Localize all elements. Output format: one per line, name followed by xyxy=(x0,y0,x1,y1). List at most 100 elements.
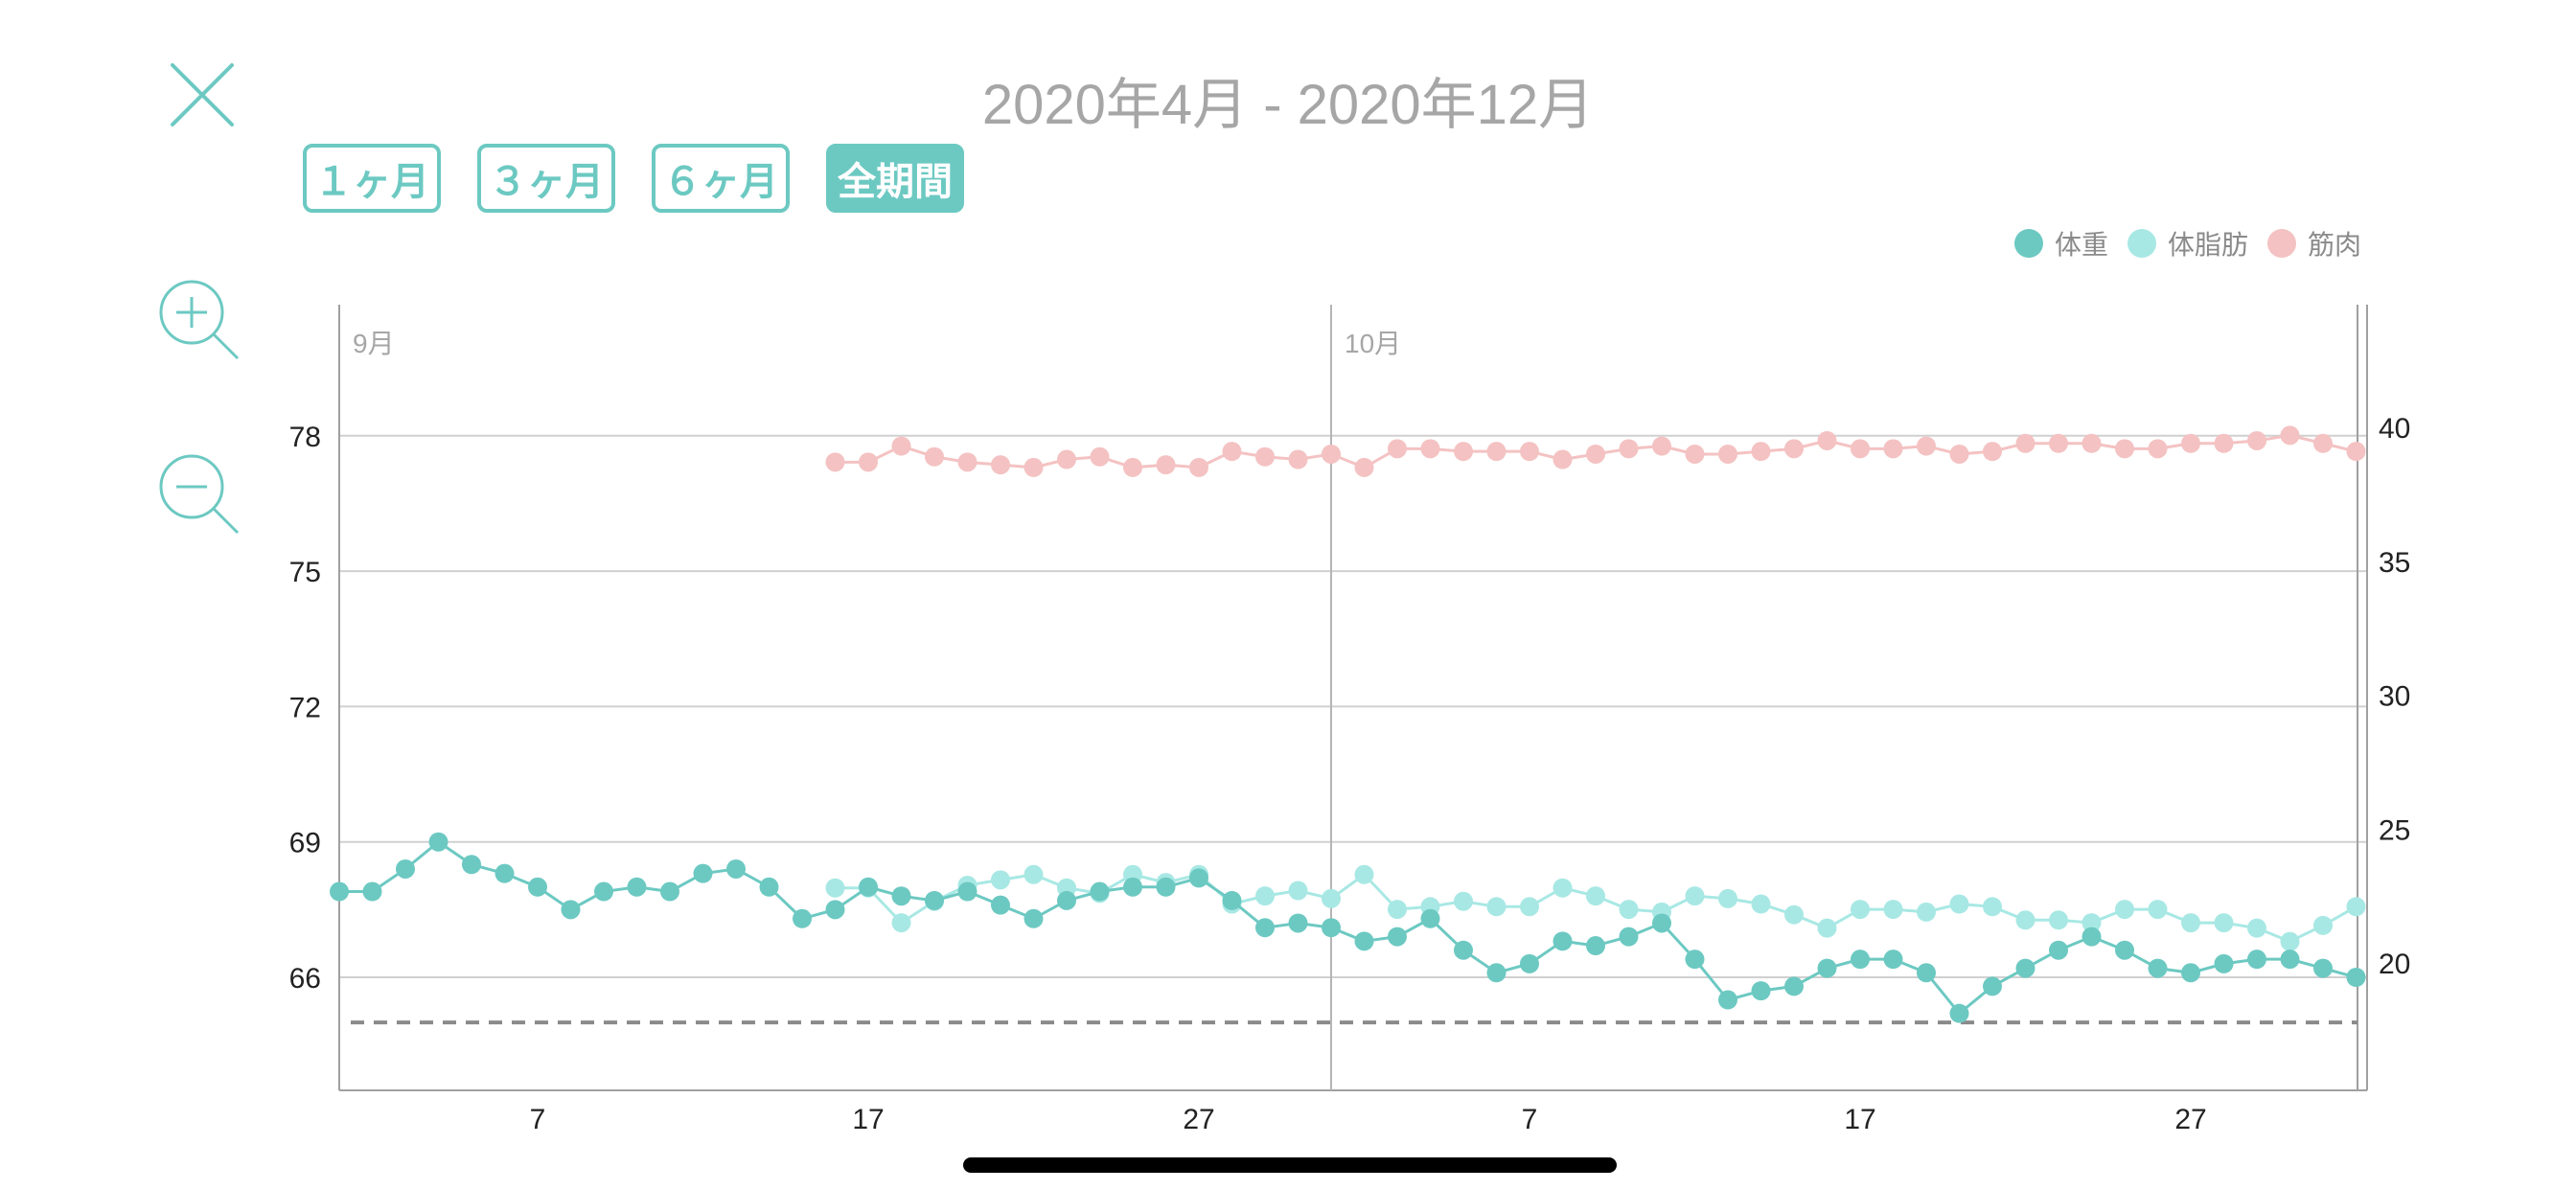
tab-3-months[interactable]: ３ヶ月 xyxy=(477,144,615,213)
data-point-weight xyxy=(660,881,679,902)
data-point-weight xyxy=(1255,918,1275,938)
data-point-muscle xyxy=(957,452,978,472)
data-point-muscle xyxy=(2181,433,2200,453)
y-axis-left-tick: 66 xyxy=(289,963,321,995)
data-point-weight xyxy=(1189,868,1208,888)
data-point-weight xyxy=(726,858,746,879)
month-label: 9月 xyxy=(353,329,395,358)
legend-item-body-fat: 体脂肪 xyxy=(2127,224,2248,263)
x-axis-tick: 7 xyxy=(1522,1104,1538,1135)
data-point-weight xyxy=(1420,908,1440,928)
data-point-body-fat xyxy=(1718,888,1737,908)
data-point-muscle xyxy=(1949,444,1969,464)
data-point-muscle xyxy=(2115,439,2134,459)
close-button[interactable] xyxy=(163,57,240,134)
data-point-weight xyxy=(494,863,515,883)
data-point-weight xyxy=(1586,936,1605,956)
data-point-body-fat xyxy=(2115,900,2134,920)
data-point-body-fat xyxy=(991,870,1010,890)
data-point-weight xyxy=(1123,877,1142,897)
data-point-muscle xyxy=(1652,436,1671,456)
data-point-muscle xyxy=(1255,446,1275,467)
data-point-body-fat xyxy=(1784,904,1804,925)
data-point-weight xyxy=(396,858,415,879)
y-axis-right-tick: 35 xyxy=(2379,547,2410,579)
data-point-weight xyxy=(2247,950,2266,970)
zoom-out-button[interactable] xyxy=(155,452,242,538)
x-axis-tick: 17 xyxy=(852,1104,884,1135)
close-icon xyxy=(171,63,234,126)
data-point-muscle xyxy=(1486,442,1506,462)
data-point-weight xyxy=(1751,981,1771,1001)
y-axis-right-tick: 30 xyxy=(2379,681,2410,713)
data-point-weight xyxy=(1486,963,1506,983)
data-point-muscle xyxy=(1057,449,1076,469)
data-point-muscle xyxy=(1222,442,1242,462)
data-point-weight xyxy=(1851,950,1870,970)
data-point-weight xyxy=(594,881,613,902)
data-point-weight xyxy=(1354,931,1374,951)
data-point-body-fat xyxy=(891,913,911,933)
data-point-body-fat xyxy=(1817,918,1837,938)
home-indicator xyxy=(963,1157,1617,1173)
data-point-body-fat xyxy=(1619,900,1639,920)
data-point-weight xyxy=(561,900,581,920)
legend-dot-body-fat xyxy=(2127,229,2156,258)
tab-1-month[interactable]: １ヶ月 xyxy=(303,144,441,213)
data-point-muscle xyxy=(1817,430,1837,450)
data-point-weight xyxy=(2313,958,2333,978)
data-point-muscle xyxy=(825,452,845,472)
data-point-muscle xyxy=(1917,436,1936,456)
data-point-weight xyxy=(1057,890,1076,910)
data-point-muscle xyxy=(1520,442,1539,462)
data-point-body-fat xyxy=(1024,864,1044,884)
x-axis-tick: 27 xyxy=(1183,1104,1214,1135)
data-point-weight xyxy=(528,877,547,897)
tab-6-months[interactable]: ６ヶ月 xyxy=(652,144,790,213)
data-point-body-fat xyxy=(2280,931,2300,951)
zoom-in-button[interactable] xyxy=(155,278,242,364)
data-point-weight xyxy=(891,886,911,906)
zoom-in-icon xyxy=(159,280,240,360)
data-point-muscle xyxy=(1024,457,1044,477)
data-point-muscle xyxy=(1189,457,1208,477)
data-point-weight xyxy=(1983,976,2002,996)
data-point-weight xyxy=(462,855,481,875)
data-point-muscle xyxy=(2346,442,2366,462)
legend-dot-muscle xyxy=(2266,229,2296,258)
data-point-body-fat xyxy=(1354,864,1374,884)
data-point-body-fat xyxy=(2214,913,2234,933)
data-point-weight xyxy=(1024,908,1044,928)
y-axis-right-tick: 40 xyxy=(2379,413,2410,445)
data-point-muscle xyxy=(1718,444,1737,464)
data-point-muscle xyxy=(1090,446,1110,467)
data-point-weight xyxy=(793,908,812,928)
data-point-weight xyxy=(2181,963,2200,983)
tab-all-period[interactable]: 全期間 xyxy=(826,144,964,213)
data-point-weight xyxy=(825,900,845,920)
data-point-muscle xyxy=(1851,439,1870,459)
data-point-weight xyxy=(1949,1003,1969,1023)
data-point-body-fat xyxy=(1851,900,1870,920)
data-point-muscle xyxy=(1388,439,1407,459)
data-point-muscle xyxy=(1420,439,1440,459)
data-point-body-fat xyxy=(2015,910,2036,930)
data-point-weight xyxy=(1222,890,1242,910)
data-point-body-fat xyxy=(1552,878,1573,898)
data-point-weight xyxy=(428,832,448,852)
data-point-muscle xyxy=(1751,442,1771,462)
legend-label-body-fat: 体脂肪 xyxy=(2167,230,2248,260)
zoom-out-icon xyxy=(159,454,240,535)
data-point-muscle xyxy=(925,446,944,467)
data-point-weight xyxy=(859,877,878,897)
data-point-body-fat xyxy=(2247,918,2266,938)
data-point-weight xyxy=(2115,940,2134,960)
data-point-weight xyxy=(2280,950,2300,970)
y-axis-right-tick: 20 xyxy=(2379,949,2410,980)
data-point-body-fat xyxy=(1917,902,1936,922)
data-point-body-fat xyxy=(1751,894,1771,914)
data-point-muscle xyxy=(1983,442,2002,462)
data-point-weight xyxy=(1322,918,1341,938)
data-point-muscle xyxy=(1685,444,1705,464)
